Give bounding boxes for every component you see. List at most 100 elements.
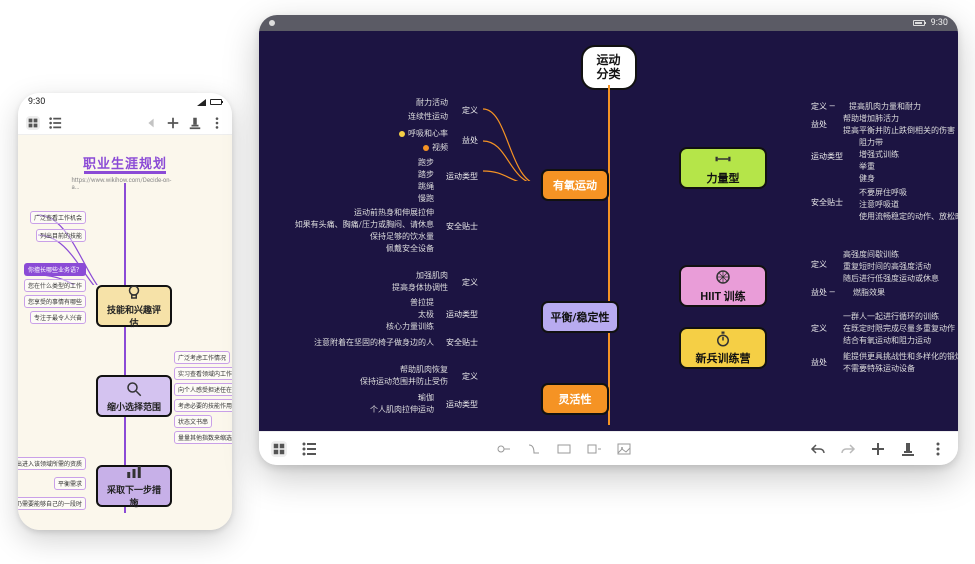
leaf[interactable]: 健身 xyxy=(859,173,875,184)
leaf[interactable]: 跳绳 xyxy=(418,181,434,192)
leaf[interactable]: 提高身体协调性 xyxy=(392,282,448,293)
phone-leaf[interactable]: 您在什么类型的工作 xyxy=(24,279,86,292)
leaf[interactable]: 使用流畅稳定的动作、放松时吸气 xyxy=(859,211,958,222)
phone-leaf[interactable]: 专注于最令人兴奋 xyxy=(30,311,86,324)
leaf[interactable]: 一群人一起进行循环的训练 xyxy=(843,311,939,322)
redo-icon[interactable] xyxy=(840,441,856,457)
cat-flex[interactable]: 灵活性 xyxy=(541,383,609,415)
leaf[interactable]: 耐力活动 xyxy=(416,97,448,108)
add-icon[interactable] xyxy=(166,116,180,130)
key-definition: 定义 xyxy=(462,277,478,288)
tool-subnode-icon[interactable] xyxy=(526,441,542,457)
phone-node-skills[interactable]: 技能和兴趣评估 xyxy=(96,285,172,327)
cat-balance[interactable]: 平衡/稳定性 xyxy=(541,301,619,333)
tablet-mindmap-canvas[interactable]: 运动 分类 有氧运动 平衡/稳定性 灵活性 力量型 HIIT 训练 新兵训练营 … xyxy=(259,31,958,431)
leaf-text: 视频 xyxy=(432,143,448,152)
leaf[interactable]: 在既定时限完成尽量多重复动作 xyxy=(843,323,955,334)
leaf[interactable]: 普拉提 xyxy=(410,297,434,308)
phone-leaf[interactable]: 列出进入该领域所需的资质 xyxy=(18,457,86,470)
tool-image-icon[interactable] xyxy=(616,441,632,457)
key-benefit: 益处 xyxy=(462,135,478,146)
phone-node-next[interactable]: 采取下一步措施 xyxy=(96,465,172,507)
tool-collapse-icon[interactable] xyxy=(586,441,602,457)
leaf[interactable]: 提高平衡并防止跌倒相关的伤害 xyxy=(843,125,955,136)
leaf[interactable]: 个人肌肉拉伸运动 xyxy=(370,404,434,415)
rbox-hiit[interactable]: HIIT 训练 xyxy=(679,265,767,307)
phone-leaf[interactable]: 量量其他指数来缩选赛道 xyxy=(174,431,232,444)
leaf[interactable]: 增强式训练 xyxy=(859,149,899,160)
leaf[interactable]: 慢跑 xyxy=(418,193,434,204)
undo-icon[interactable] xyxy=(810,441,826,457)
leaf[interactable]: 太极 xyxy=(418,309,434,320)
leaf[interactable]: 佩戴安全设备 xyxy=(386,243,434,254)
phone-node-narrow[interactable]: 缩小选择范围 xyxy=(96,375,172,417)
phone-chip[interactable]: 你擅长哪些业务语？ xyxy=(24,263,86,276)
leaf[interactable]: 保持足够的饮水量 xyxy=(370,231,434,242)
format-icon[interactable] xyxy=(188,116,202,130)
list-view-icon[interactable] xyxy=(301,441,317,457)
phone-leaf[interactable]: 广泛考虑工作情况 xyxy=(174,351,230,364)
more-icon[interactable] xyxy=(930,441,946,457)
tablet-device: 9:30 xyxy=(259,15,958,465)
tablet-statusbar: 9:30 xyxy=(259,15,958,31)
tablet-time: 9:30 xyxy=(931,18,948,28)
leaf[interactable]: 加强肌肉 xyxy=(416,270,448,281)
phone-leaf[interactable]: 广泛查看工作机会 xyxy=(30,211,86,224)
leaf[interactable]: 阻力带 xyxy=(859,137,883,148)
cat-label: 灵活性 xyxy=(559,391,592,407)
phone-leaf[interactable]: 平衡需求 xyxy=(54,477,86,490)
phone-leaf[interactable]: 考虑必要的技能作用 xyxy=(174,399,232,412)
phone-mindmap-canvas[interactable]: 职业生涯规划 https://www.wikihow.com/Decide-on… xyxy=(18,135,232,530)
leaf[interactable]: 注意呼吸道 xyxy=(859,199,899,210)
grid-view-icon[interactable] xyxy=(271,441,287,457)
tablet-root-node[interactable]: 运动 分类 xyxy=(580,45,636,90)
leaf[interactable]: 踏步 xyxy=(418,169,434,180)
phone-leaf[interactable]: 列出您仍需要能够自己的一段时 xyxy=(18,497,86,510)
leaf[interactable]: 运动前热身和伸展拉伸 xyxy=(354,207,434,218)
leaf[interactable]: 帮助增加肺活力 xyxy=(843,113,899,124)
phone-toolbar xyxy=(18,111,232,135)
leaf[interactable]: 不要屏住呼吸 xyxy=(859,187,907,198)
rbox-bootcamp[interactable]: 新兵训练营 xyxy=(679,327,767,369)
leaf[interactable]: 提高肌肉力量和耐力 xyxy=(849,101,921,112)
leaf[interactable]: 核心力量训练 xyxy=(386,321,434,332)
key-benefit: 益处 — xyxy=(811,287,835,298)
phone-leaf[interactable]: 您享受的事情有哪些 xyxy=(24,295,86,308)
leaf[interactable]: 呼吸和心率 xyxy=(399,128,448,139)
leaf[interactable]: 注意附着在坚固的椅子做身边的人 xyxy=(314,337,434,348)
leaf[interactable]: 跑步 xyxy=(418,157,434,168)
phone-leaf[interactable]: 向个人感受担述任在工作 xyxy=(174,383,232,396)
leaf[interactable]: 随后进行低强度运动或休息 xyxy=(843,273,939,284)
phone-status-icons xyxy=(197,99,222,106)
back-icon[interactable] xyxy=(144,116,158,130)
leaf[interactable]: 高强度间歇训练 xyxy=(843,249,899,260)
leaf[interactable]: 瑜伽 xyxy=(418,392,434,403)
grid-view-icon[interactable] xyxy=(26,116,40,130)
more-icon[interactable] xyxy=(210,116,224,130)
leaf[interactable]: 举重 xyxy=(859,161,875,172)
leaf[interactable]: 保持运动范围并防止受伤 xyxy=(360,376,448,387)
tool-rect-icon[interactable] xyxy=(556,441,572,457)
format-icon[interactable] xyxy=(900,441,916,457)
leaf[interactable]: 能提供更具挑战性和多样化的锻炼 xyxy=(843,351,958,362)
rbox-strength[interactable]: 力量型 xyxy=(679,147,767,189)
leaf[interactable]: 如果有头痛、胸痛/压力或胸闷、请休息 xyxy=(295,219,434,230)
key-type: 运动类型 xyxy=(446,309,478,320)
leaf[interactable]: 连续性运动 xyxy=(408,111,448,122)
leaf[interactable]: 视频 xyxy=(423,142,448,153)
leaf[interactable]: 不需要特殊运动设备 xyxy=(843,363,915,374)
list-view-icon[interactable] xyxy=(48,116,62,130)
phone-leaf[interactable]: 状态文书串 xyxy=(174,415,212,428)
key-definition: 定义 xyxy=(462,371,478,382)
leaf[interactable]: 结合有氧运动和阻力运动 xyxy=(843,335,931,346)
tablet-root-label: 运动 分类 xyxy=(596,53,620,81)
phone-leaf[interactable]: 实习查看领域内工作体验周期 xyxy=(174,367,232,380)
add-icon[interactable] xyxy=(870,441,886,457)
key-safety: 安全贴士 xyxy=(446,221,478,232)
leaf[interactable]: 帮助肌肉恢复 xyxy=(400,364,448,375)
tool-node-icon[interactable] xyxy=(496,441,512,457)
phone-leaf[interactable]: 列出目前的技能 xyxy=(36,229,86,242)
cat-aerobic[interactable]: 有氧运动 xyxy=(541,169,609,201)
leaf[interactable]: 重复短时间的高强度活动 xyxy=(843,261,931,272)
leaf[interactable]: 燃脂效果 xyxy=(853,287,885,298)
